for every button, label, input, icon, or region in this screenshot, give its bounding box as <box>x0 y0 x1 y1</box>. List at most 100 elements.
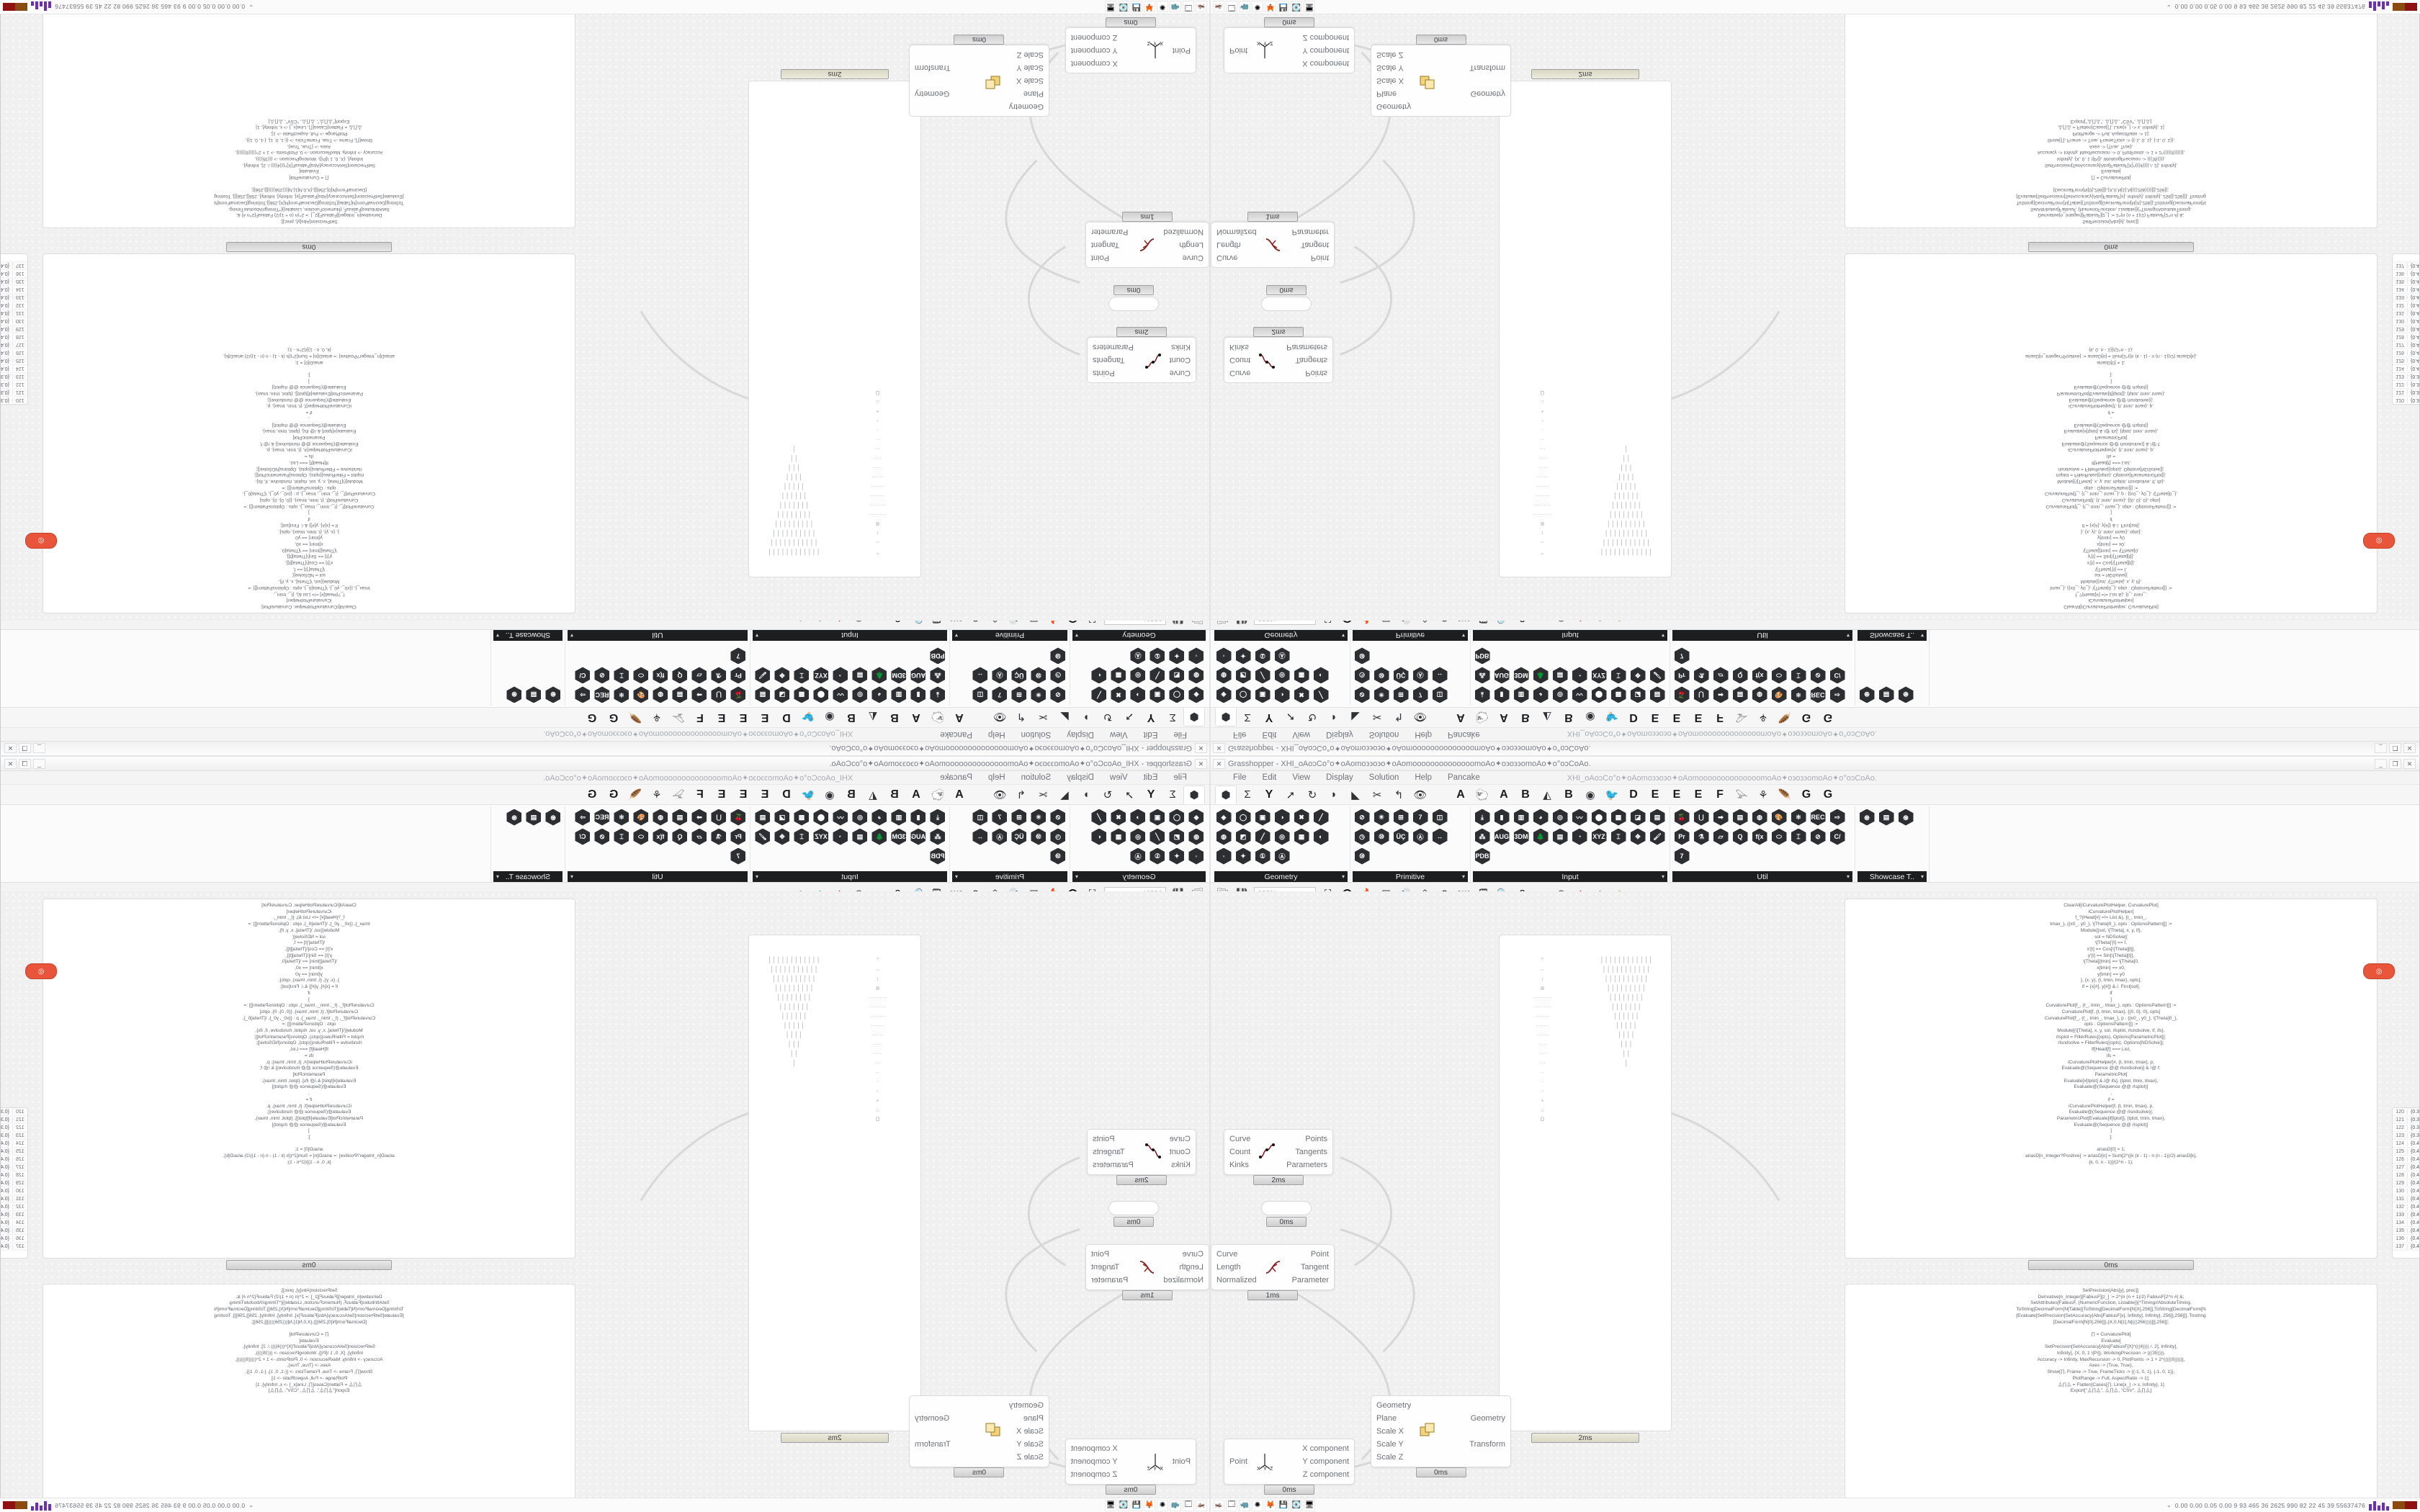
close-button[interactable]: ✕ <box>2403 758 2416 769</box>
id-prim-icon[interactable]: ⑩ <box>1353 847 1371 865</box>
arrow-right2-icon[interactable]: ⇨ <box>573 685 592 704</box>
ribbon-tab-addon-feather-icon[interactable]: 🪶 <box>628 788 642 801</box>
ribbon-tab-hexagon-params-icon[interactable]: ⬢ <box>1183 785 1205 804</box>
table-row[interactable]: 135{0.4259955856, 0.1074083961, 0.0} <box>2393 1227 2419 1235</box>
component-outputs[interactable]: X component Y component Z component <box>1066 28 1121 73</box>
curve-param-icon[interactable]: ◑ <box>1273 685 1291 704</box>
import-icon[interactable]: ⤓ <box>928 685 947 704</box>
output-tangents[interactable]: Tangents <box>1093 1148 1125 1156</box>
table-row[interactable]: 120{0.3899932926, 0.0718450996, 0.0} <box>2393 1108 2419 1116</box>
quality-icon[interactable]: Q <box>1731 827 1749 846</box>
input-point[interactable]: Point <box>1229 46 1248 55</box>
3dm-icon[interactable]: 3DM <box>1512 666 1531 685</box>
cherry-icon[interactable]: 🍒 <box>729 808 748 827</box>
grasshopper-window[interactable]: ✕ Grasshopper - XHI_oAoɔCo°o✦oAomo϶϶o϶o✦… <box>1210 756 2420 1512</box>
showcase-board-icon[interactable]: ▤ <box>524 808 543 827</box>
input-point[interactable]: Point <box>1172 1457 1191 1466</box>
table-row[interactable]: 124{0.4002250183, 0.0806711615, 0.0} <box>2393 1140 2419 1148</box>
output-tangent[interactable]: Tangent <box>1300 240 1329 249</box>
ribbon-group-primitive[interactable]: ⊘ ✳ ⊞ 7 ◫ ◷ ⑩ ÜÇ Ⓐ ↔ ⑩ Primitive ▾ <box>1350 630 1471 706</box>
graph-mapper-icon[interactable]: ◪ <box>773 685 792 704</box>
cross-icon[interactable]: ✖ <box>1292 685 1311 704</box>
geom-icon[interactable]: ◩ <box>1168 827 1186 846</box>
table-row[interactable]: 135{0.4259955856, 0.1074083961, 0.0} <box>1 1227 27 1235</box>
input-curve[interactable]: Curve <box>1169 1135 1191 1143</box>
input-geometry[interactable]: Geometry <box>1008 102 1044 111</box>
line-icon[interactable]: ╱ <box>1148 827 1167 846</box>
eraser-icon[interactable]: ▱ <box>690 827 709 846</box>
table-row[interactable]: 135{0.4259955856, 0.1074083961, 0.0} <box>1 277 27 285</box>
component-inputs[interactable]: Geometry Plane Scale X Scale Y Scale Z <box>1006 1396 1049 1467</box>
ribbon-panel[interactable]: ◈ ◯ ▣ ◑ ✖ ╱ ◍ ◩ ╱ ◎ ▦ ◐ ◦ ✦ ① Ⓐ Geometry ▾ ⊘ ✳ ⊞ 7 ◫ ◷ ⑩ ÜÇ Ⓐ ↔ ⑩ Pri… <box>1 629 1209 707</box>
component-outputs[interactable]: Points Tangents Parameters <box>1088 338 1137 382</box>
panel-icon[interactable]: ▮ <box>1492 808 1511 827</box>
chevron-down-icon[interactable]: ▾ <box>570 632 574 639</box>
shading-icon[interactable]: ◫ <box>971 808 990 827</box>
table-row[interactable]: 123{0.3977079792, 0.0784176422, 0.0} <box>2393 372 2419 380</box>
table-row[interactable]: 130{0.414730243, 0.0948245438, 0.0} <box>2393 317 2419 325</box>
quadrant-top-right[interactable]: Top ▼ Rhino Viewport ✕ Grasshopper - XHI… <box>1210 0 2420 756</box>
input-scale-y[interactable]: Scale Y <box>1016 63 1044 72</box>
table-row[interactable]: 125{0.4027143915, 0.082955228, 0.0} <box>1 1148 27 1156</box>
tree-icon[interactable]: 🌲 <box>870 666 889 685</box>
gradient-icon[interactable]: ▥ <box>1512 808 1531 827</box>
input-count[interactable]: Count <box>1169 1148 1191 1156</box>
toggle-icon[interactable]: ⌶ <box>792 666 811 685</box>
ribbon-tab-surface-icon[interactable]: ◗ <box>1330 788 1337 801</box>
input-scale-x[interactable]: Scale X <box>1016 1427 1044 1436</box>
menu-item-display[interactable]: Display <box>1326 773 1353 782</box>
arrow-right-icon[interactable]: ➡ <box>690 685 709 704</box>
ribbon-group-icons[interactable]: ֎ ▤ ֍ <box>1857 642 1927 704</box>
boolean-icon[interactable]: ⊘ <box>1049 685 1067 704</box>
windows-taskbar[interactable]: 🦗 🗔 🦏 ✺ 🦊 💾 💽 🖥 ⌄ 0.00 0.00 0.05 0.00 9 93 465 36… <box>0 0 1210 14</box>
xyz-icon[interactable]: XYZ <box>1590 827 1608 846</box>
menu-bar[interactable]: File Edit View Display Solution Help Pan… <box>1 727 1209 741</box>
ribbon-tab-addon-e2-icon[interactable]: E <box>739 788 748 801</box>
ribbon-group-showcase-t-[interactable]: ֎ ▤ ֍ Showcase T.. ▾ <box>1855 806 1930 882</box>
ribbon-tab-addon-bird-icon[interactable]: 🐦 <box>801 788 815 801</box>
output-geometry[interactable]: Geometry <box>1470 1414 1505 1423</box>
id-icon[interactable]: ① <box>1148 847 1167 865</box>
letter-a-icon[interactable]: Ⓐ <box>1411 666 1430 685</box>
output-y-component[interactable]: Y component <box>1302 1457 1349 1466</box>
grid-icon[interactable]: ▦ <box>1109 666 1128 685</box>
table-row[interactable]: 122{0.3951632978, 0.0761953636, 0.0} <box>1 1124 27 1132</box>
curve-param-icon[interactable]: ◑ <box>1129 685 1147 704</box>
ribbon-tab-addon-mountain-icon[interactable]: ◭ <box>869 711 877 724</box>
ribbon-panel[interactable]: ◈ ◯ ▣ ◑ ✖ ╱ ◍ ◩ ╱ ◎ ▦ ◐ ◦ ✦ ① Ⓐ Geometry ▾ ⊘ ✳ ⊞ 7 ◫ ◷ ⑩ ÜÇ Ⓐ ↔ ⑩ Pri… <box>1211 629 2419 707</box>
ribbon-tab-intersect-icon[interactable]: ✂ <box>1372 711 1382 724</box>
ribbon-group-icons[interactable]: ⤓ ▮ ▥ ◕ ◎ 〰 ⬤ ▩ ◪ ▤ ⁂ AUG 3DM 🌲 ▤ ◔ XYZ ⌶ ✥ 🖌 PDB <box>753 808 947 870</box>
clock-input-icon[interactable]: ◔ <box>831 827 850 846</box>
menu-item-edit[interactable]: Edit <box>1262 730 1277 739</box>
ribbon-group-primitive[interactable]: ⊘ ✳ ⊞ 7 ◫ ◷ ⑩ ÜÇ Ⓐ ↔ ⑩ Primitive ▾ <box>949 806 1070 882</box>
surface-param-icon[interactable]: ◐ <box>1090 827 1108 846</box>
abc-icon[interactable]: Ⓐ <box>1273 647 1291 665</box>
blob-icon[interactable]: ◍ <box>651 808 670 827</box>
table-row[interactable]: 123{0.3977079792, 0.0784176422, 0.0} <box>1 1132 27 1140</box>
ribbon-tab-addon-a2-icon[interactable]: A <box>912 711 920 724</box>
input-curve[interactable]: Curve <box>1229 369 1251 377</box>
ribbon-tab-sets-icon[interactable]: Y <box>1147 788 1155 801</box>
output-points[interactable]: Points <box>1093 369 1115 377</box>
3dm-icon[interactable]: 3DM <box>1512 827 1531 846</box>
ribbon-group-icons[interactable]: ⊘ ✳ ⊞ 7 ◫ ◷ ⑩ ÜÇ Ⓐ ↔ ⑩ <box>952 808 1067 870</box>
profiler-icon[interactable]: ⌶ <box>612 666 631 685</box>
cherry-icon[interactable]: 🍒 <box>1672 808 1691 827</box>
point-icon[interactable]: ◦ <box>1187 647 1206 665</box>
star-icon[interactable]: ✦ <box>1168 647 1186 665</box>
ribbon-tab-addon-sheep-icon[interactable]: 🐑 <box>931 711 945 724</box>
line-icon[interactable]: ╱ <box>1253 827 1272 846</box>
table-row[interactable]: 126{0.4051754661, 0.0852697567, 0.0} <box>2393 1156 2419 1164</box>
eraser-icon[interactable]: ▱ <box>690 666 709 685</box>
calendar-aug20-icon[interactable]: AUG <box>1492 827 1511 846</box>
flask-icon[interactable]: ⚗ <box>1692 827 1711 846</box>
ribbon-tab-addon-e2-icon[interactable]: E <box>1672 788 1681 801</box>
matrix-icon[interactable]: ⊞ <box>1392 808 1410 827</box>
table-row[interactable]: 124{0.4002250183, 0.0806711615, 0.0} <box>2393 364 2419 372</box>
chevron-down-icon[interactable]: ▾ <box>756 632 759 639</box>
xyz-icon[interactable]: XYZ <box>1590 666 1608 685</box>
component-outputs[interactable]: Points Tangents Parameters <box>1283 1130 1332 1174</box>
system-menu-icon[interactable]: ✕ <box>1213 743 1225 754</box>
